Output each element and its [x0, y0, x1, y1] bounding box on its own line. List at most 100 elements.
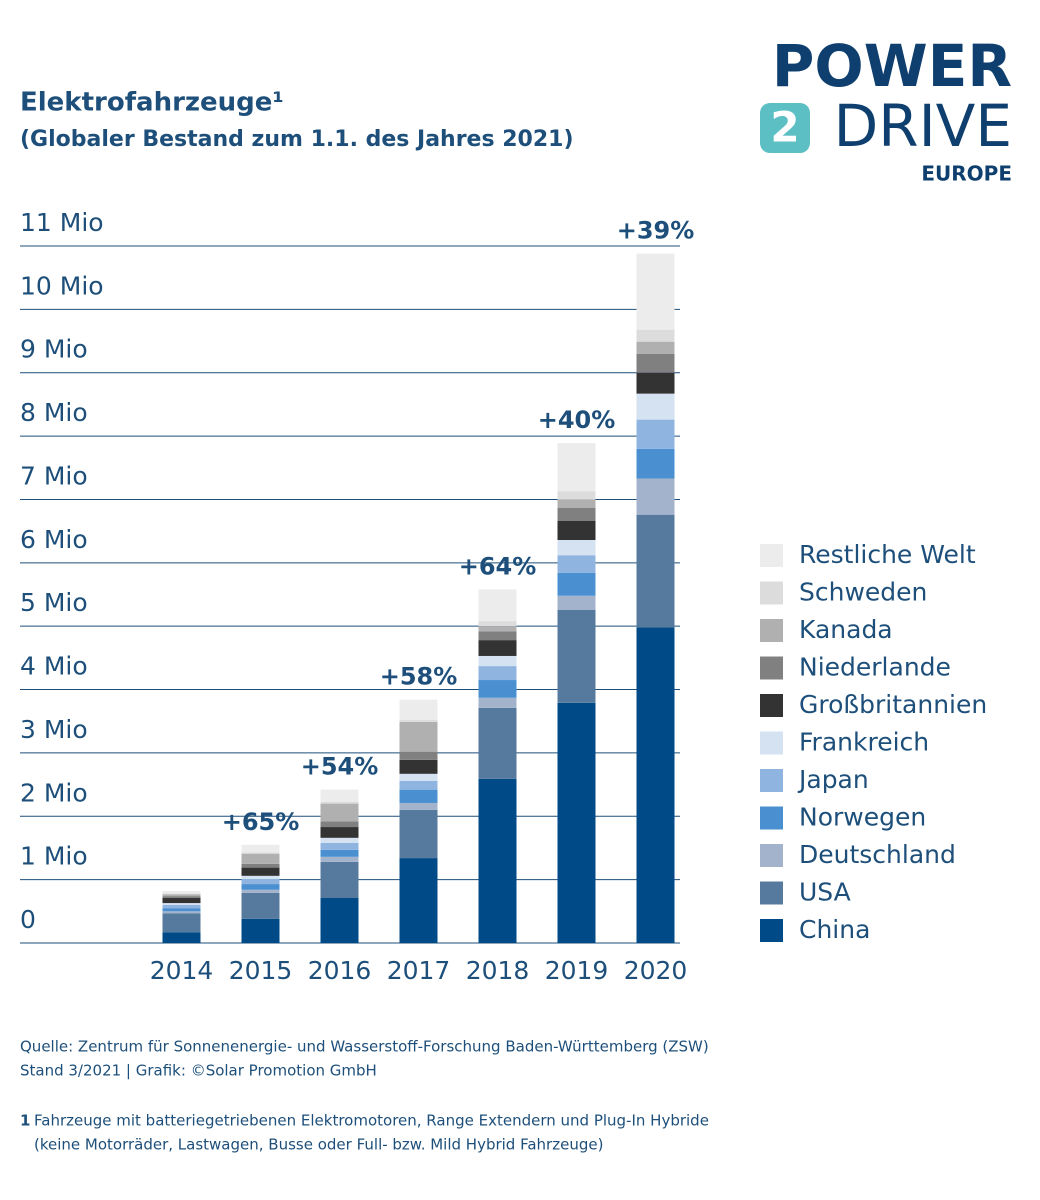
- y-tick-label: 9 Mio: [20, 335, 88, 364]
- growth-label: +39%: [617, 217, 695, 245]
- legend-swatch: [760, 656, 783, 680]
- source: Quelle: Zentrum für Sonnenenergie- und W…: [20, 1038, 709, 1056]
- bar-segment: [320, 837, 359, 843]
- legend-label: Japan: [797, 765, 869, 794]
- bar-segment: [636, 393, 675, 420]
- bar-segment: [557, 609, 596, 703]
- bar-segment: [241, 844, 280, 853]
- bar-segment: [478, 621, 517, 627]
- legend-swatch: [760, 844, 783, 867]
- growth-label: +64%: [459, 552, 537, 580]
- y-tick-label: 7 Mio: [20, 461, 88, 490]
- legend-swatch: [760, 919, 783, 942]
- legend-swatch: [760, 619, 783, 642]
- bar-segment: [162, 893, 201, 895]
- bar-segment: [478, 666, 517, 681]
- bar-segment: [636, 353, 675, 373]
- bar-segment: [320, 827, 359, 838]
- bar-segment: [320, 849, 359, 857]
- bar-segment: [636, 253, 675, 330]
- bar-segment: [162, 913, 201, 933]
- bar-segment: [320, 856, 359, 862]
- bar-segment: [399, 789, 438, 803]
- bar-segment: [478, 778, 517, 943]
- legend-label: Kanada: [799, 615, 893, 644]
- bar-segment: [557, 555, 596, 573]
- bar-segment: [399, 773, 438, 781]
- legend-label: China: [799, 915, 870, 944]
- growth-label: +54%: [301, 753, 379, 781]
- logo-badge: [760, 103, 810, 153]
- logo-text: POWER: [772, 32, 1012, 100]
- legend-label: USA: [799, 878, 851, 907]
- bar-segment: [636, 627, 675, 943]
- bar-segment: [241, 863, 280, 868]
- legend-swatch: [760, 769, 783, 792]
- bar-segment: [241, 879, 280, 885]
- bar-segment: [478, 589, 517, 622]
- bar-segment: [162, 896, 201, 899]
- bar-segment: [399, 699, 438, 720]
- legend-swatch: [760, 694, 783, 717]
- bar-segment: [399, 809, 438, 859]
- growth-label: +40%: [538, 406, 616, 434]
- chart-subtitle: (Globaler Bestand zum 1.1. des Jahres 20…: [20, 127, 574, 152]
- legend-label: Deutschland: [799, 840, 956, 869]
- y-tick-label: 1 Mio: [20, 842, 88, 871]
- bar-segment: [241, 867, 280, 876]
- bar-segment: [557, 520, 596, 541]
- legend-label: Großbritannien: [799, 690, 987, 719]
- legend-swatch: [760, 806, 783, 830]
- bar-segment: [557, 595, 596, 610]
- bar-segment: [636, 478, 675, 515]
- bar-segment: [320, 789, 359, 802]
- bar-segment: [557, 507, 596, 521]
- bar-segment: [636, 329, 675, 342]
- bar-segment: [241, 875, 280, 880]
- legend-label: Norwegen: [799, 803, 926, 832]
- bar-segment: [241, 852, 280, 854]
- y-tick-label: 11 Mio: [20, 208, 104, 237]
- bar-segment: [162, 891, 201, 894]
- bar-segment: [320, 821, 359, 828]
- bar-segment: [636, 419, 675, 449]
- growth-label: +65%: [222, 808, 300, 836]
- x-tick-label: 2016: [308, 956, 372, 985]
- bar-segment: [478, 680, 517, 698]
- bar-segment: [162, 894, 201, 897]
- bar-segment: [636, 448, 675, 479]
- bar-segment: [557, 491, 596, 500]
- bar-segment: [162, 932, 201, 943]
- legend-label: Restliche Welt: [799, 540, 976, 569]
- x-tick-label: 2017: [387, 956, 451, 985]
- bar-segment: [636, 372, 675, 394]
- bar-segment: [557, 540, 596, 556]
- legend-label: Frankreich: [799, 728, 929, 757]
- bar-segment: [557, 499, 596, 508]
- legend-label: Schweden: [799, 578, 927, 607]
- x-tick-label: 2015: [229, 956, 293, 985]
- bar-segment: [399, 759, 438, 774]
- logo-text: 2: [770, 103, 799, 152]
- y-tick-label: 8 Mio: [20, 398, 88, 427]
- bar-segment: [241, 853, 280, 864]
- bar-segment: [399, 721, 438, 752]
- bar-segment: [241, 918, 280, 943]
- bar-segment: [636, 341, 675, 354]
- source: Stand 3/2021 | Grafik: ©Solar Promotion …: [20, 1062, 377, 1080]
- bar-segment: [399, 858, 438, 943]
- bar-segment: [162, 904, 201, 909]
- bar-segment: [320, 842, 359, 850]
- y-tick-label: 0: [20, 905, 36, 934]
- y-tick-label: 5 Mio: [20, 588, 88, 617]
- bar-segment: [478, 631, 517, 641]
- legend-label: Niederlande: [799, 653, 951, 682]
- bar-segment: [557, 443, 596, 492]
- bar-segment: [557, 702, 596, 943]
- y-tick-label: 10 Mio: [20, 271, 104, 300]
- bar-segment: [478, 697, 517, 708]
- bar-segment: [162, 911, 201, 914]
- bar-segment: [478, 640, 517, 656]
- y-tick-label: 4 Mio: [20, 652, 88, 681]
